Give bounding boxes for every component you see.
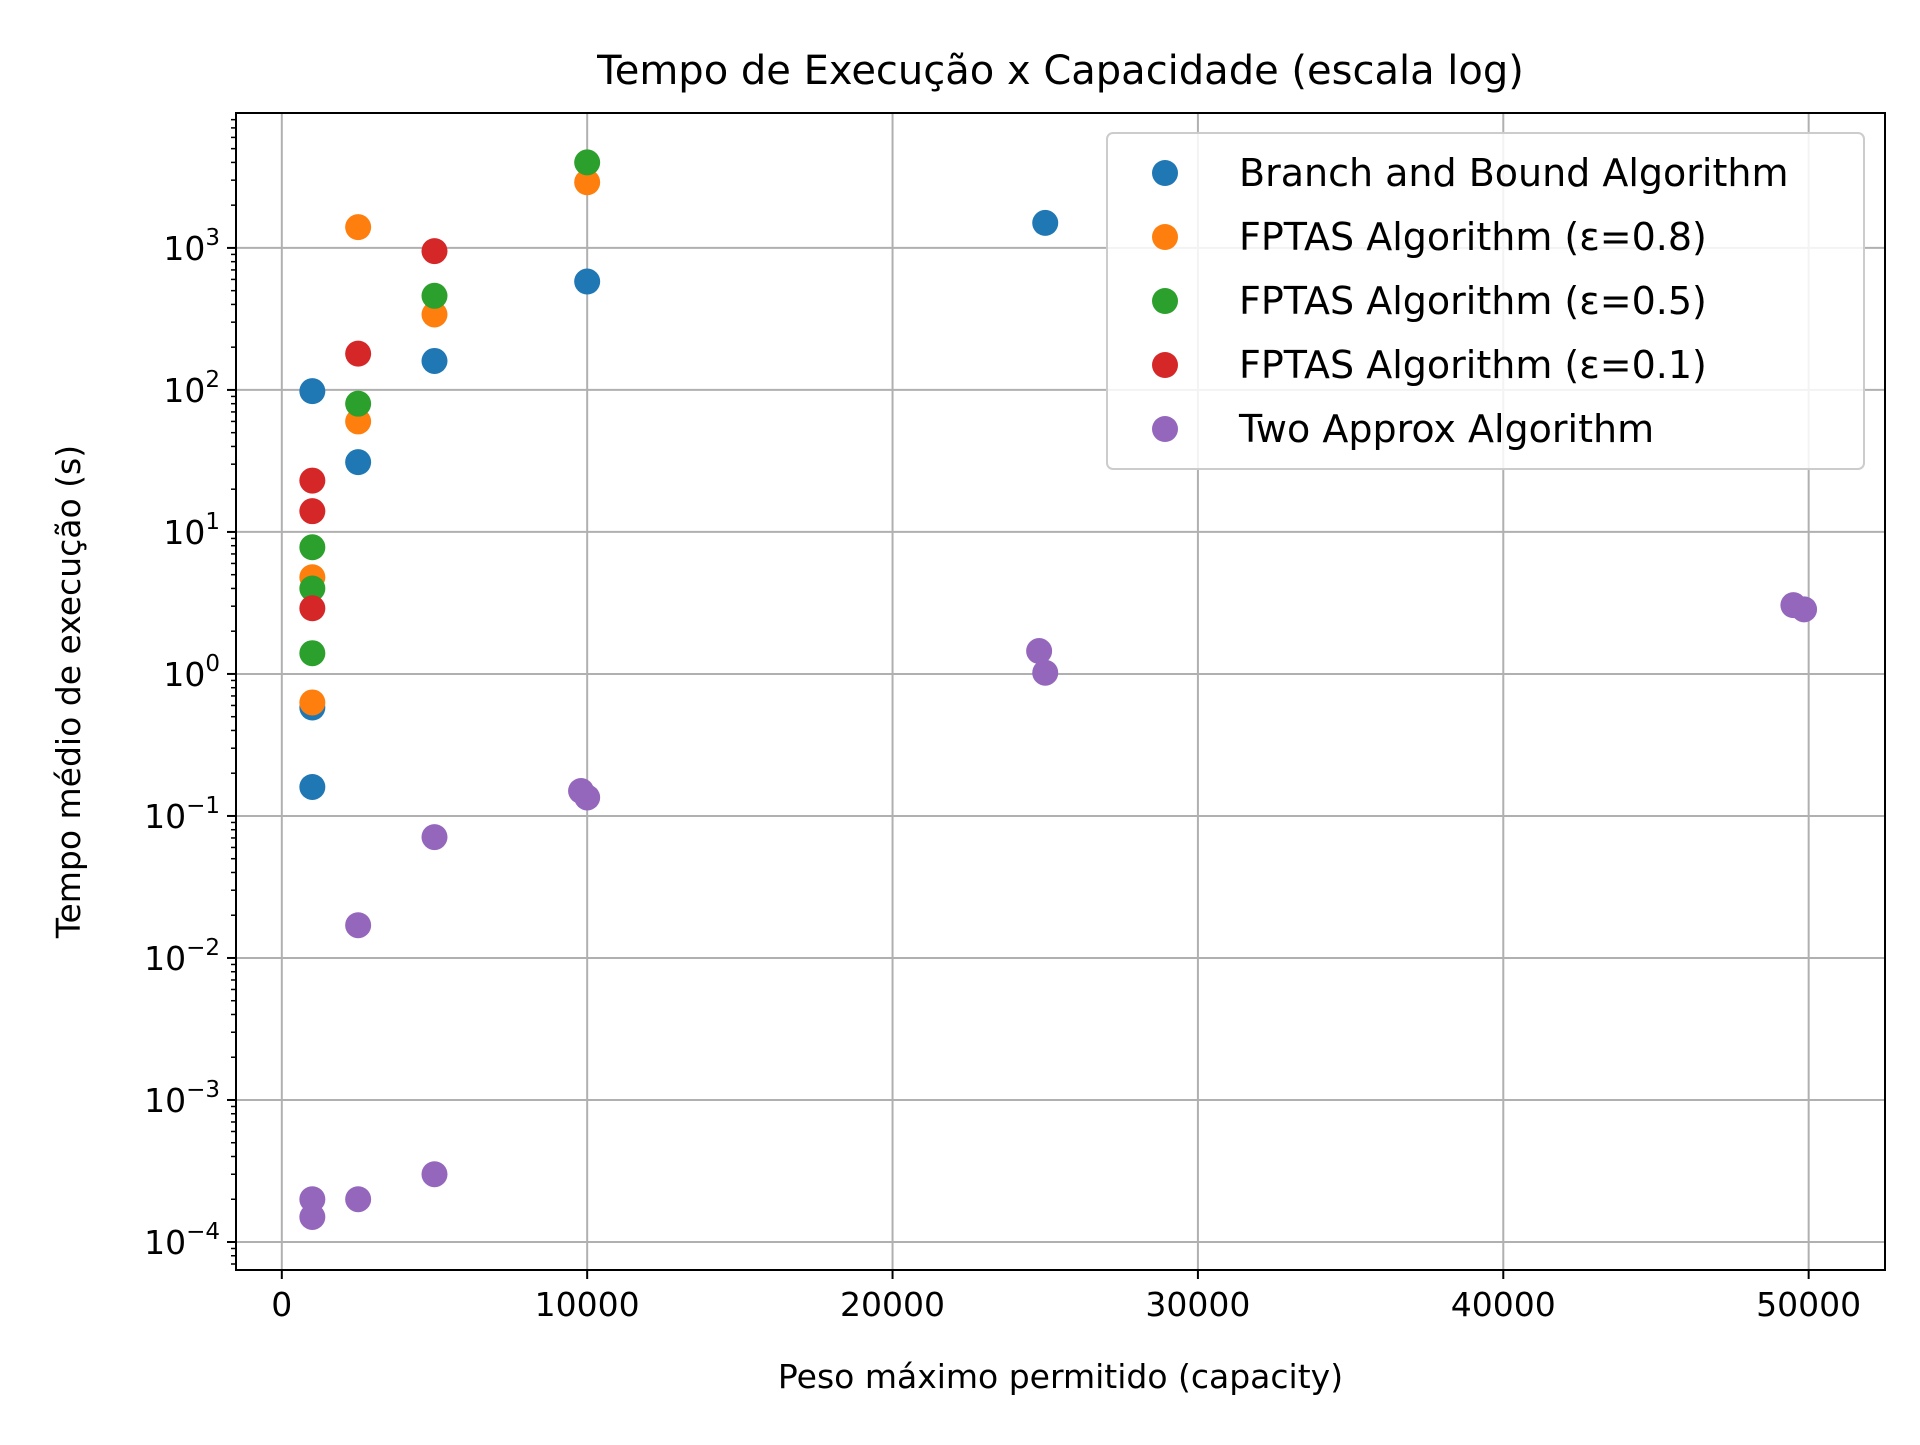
point-two-approx-algorithm xyxy=(1026,638,1053,665)
y-tick-base: 10 xyxy=(163,229,205,268)
x-tick-label: 40000 xyxy=(1451,1285,1556,1324)
x-tick-label: 10000 xyxy=(535,1285,640,1324)
point-two-approx-algorithm xyxy=(574,784,601,811)
y-tick-label: 100 xyxy=(163,651,220,694)
legend: Branch and Bound Algorithm FPTAS Algorith… xyxy=(1106,132,1865,470)
point-fptas-algorithm-0-1 xyxy=(299,467,326,494)
grid-lines xyxy=(236,113,1885,1270)
legend-label: FPTAS Algorithm (ε=0.8) xyxy=(1239,215,1707,259)
x-axis-ticks: 0 10000 20000 30000 40000 50000 xyxy=(271,1270,1861,1324)
y-tick-label: 101 xyxy=(163,509,220,552)
point-fptas-algorithm-0-5 xyxy=(345,390,372,417)
point-fptas-algorithm-0-5 xyxy=(299,534,326,561)
point-fptas-algorithm-0-8 xyxy=(421,301,448,328)
y-tick-label: 10−4 xyxy=(144,1219,220,1262)
point-fptas-algorithm-0-5 xyxy=(299,640,326,667)
plot-frame xyxy=(235,112,1886,1271)
point-fptas-algorithm-0-5 xyxy=(299,575,326,602)
legend-marker xyxy=(1152,224,1178,250)
y-tick-label: 10−3 xyxy=(144,1077,220,1120)
chart-title: Tempo de Execução x Capacidade (escala l… xyxy=(596,48,1524,94)
legend-box xyxy=(1106,132,1865,470)
y-tick-exponent: 3 xyxy=(205,225,220,251)
point-two-approx-algorithm xyxy=(345,912,372,939)
x-tick-label: 0 xyxy=(271,1285,292,1324)
point-two-approx-algorithm xyxy=(1032,659,1059,686)
point-branch-and-bound-algorithm xyxy=(299,773,326,800)
point-two-approx-algorithm xyxy=(1791,596,1818,623)
legend-label: Two Approx Algorithm xyxy=(1238,407,1654,451)
y-tick-exponent: 2 xyxy=(205,367,220,393)
y-tick-base: 10 xyxy=(144,939,186,978)
point-fptas-algorithm-0-5 xyxy=(421,282,448,309)
legend-marker xyxy=(1152,352,1178,378)
y-tick-exponent: −1 xyxy=(186,793,220,819)
point-fptas-algorithm-0-1 xyxy=(299,595,326,622)
y-tick-base: 10 xyxy=(163,371,205,410)
point-two-approx-algorithm xyxy=(299,1186,326,1213)
x-tick-label: 50000 xyxy=(1756,1285,1861,1324)
legend-marker xyxy=(1152,160,1178,186)
point-fptas-algorithm-0-8 xyxy=(345,214,372,241)
legend-marker xyxy=(1152,288,1178,314)
y-tick-base: 10 xyxy=(163,513,205,552)
y-tick-exponent: 1 xyxy=(205,509,220,535)
x-axis-title: Peso máximo permitido (capacity) xyxy=(778,1357,1343,1396)
x-tick-label: 20000 xyxy=(840,1285,945,1324)
legend-label: FPTAS Algorithm (ε=0.5) xyxy=(1239,279,1707,323)
point-two-approx-algorithm xyxy=(345,1186,372,1213)
y-tick-base: 10 xyxy=(163,655,205,694)
y-tick-base: 10 xyxy=(144,1081,186,1120)
point-fptas-algorithm-0-8 xyxy=(299,689,326,716)
point-branch-and-bound-algorithm xyxy=(299,378,326,405)
y-tick-label: 103 xyxy=(163,225,220,268)
point-branch-and-bound-algorithm xyxy=(421,347,448,374)
point-fptas-algorithm-0-1 xyxy=(345,340,372,367)
point-branch-and-bound-algorithm xyxy=(574,268,601,295)
y-tick-base: 10 xyxy=(144,1223,186,1262)
legend-label: Branch and Bound Algorithm xyxy=(1239,151,1788,195)
data-points xyxy=(299,149,1818,1230)
point-fptas-algorithm-0-8 xyxy=(574,169,601,196)
point-fptas-algorithm-0-5 xyxy=(574,149,601,176)
x-tick-label: 30000 xyxy=(1145,1285,1250,1324)
y-tick-exponent: 0 xyxy=(205,651,220,677)
point-fptas-algorithm-0-1 xyxy=(421,238,448,265)
point-two-approx-algorithm xyxy=(421,824,448,851)
y-tick-exponent: −2 xyxy=(186,935,220,961)
legend-label: FPTAS Algorithm (ε=0.1) xyxy=(1239,343,1707,387)
point-branch-and-bound-algorithm xyxy=(345,449,372,476)
y-axis-title: Tempo médio de execução (s) xyxy=(49,445,88,939)
legend-marker xyxy=(1152,416,1178,442)
y-tick-exponent: −3 xyxy=(186,1077,220,1103)
y-tick-label: 10−1 xyxy=(144,793,220,836)
point-fptas-algorithm-0-1 xyxy=(299,498,326,525)
y-tick-exponent: −4 xyxy=(186,1219,220,1245)
point-two-approx-algorithm xyxy=(421,1161,448,1188)
y-tick-label: 102 xyxy=(163,367,220,410)
y-tick-base: 10 xyxy=(144,797,186,836)
point-branch-and-bound-algorithm xyxy=(1032,209,1059,236)
y-tick-label: 10−2 xyxy=(144,935,220,978)
